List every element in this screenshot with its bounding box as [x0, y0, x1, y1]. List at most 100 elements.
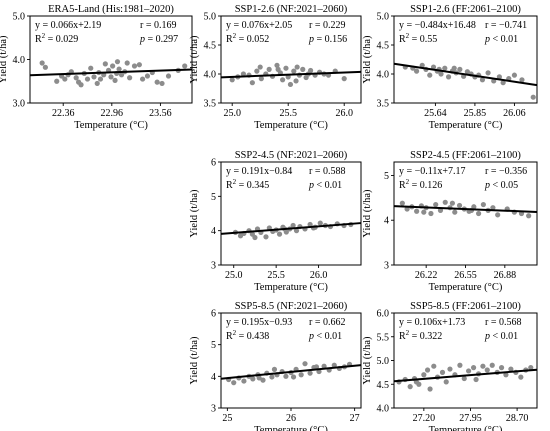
y-tick-label: 4.0: [377, 70, 390, 81]
r-squared: R2 = 0.029: [35, 32, 78, 45]
data-point: [407, 384, 413, 390]
data-point: [438, 71, 444, 77]
y-tick-label: 4.0: [377, 404, 390, 415]
data-point: [503, 372, 509, 378]
chart-title: ERA5-Land (His:1981–2020): [48, 4, 174, 15]
y-tick-label: 4.5: [377, 380, 390, 391]
data-point: [317, 220, 323, 226]
correlation-r: r = 0.568: [485, 317, 521, 328]
regression-equation: y = 0.066x+2.19: [35, 20, 101, 31]
plot-frame: [220, 161, 362, 266]
data-point: [256, 375, 262, 381]
chart-panel-2: SSP1-2.6 (NF:2021–2060) 25.0 25.5 26.0 3.5 4.…: [189, 4, 362, 131]
x-axis-label: Temperature (°C): [254, 425, 328, 431]
data-point: [54, 78, 60, 84]
data-point: [144, 73, 151, 79]
data-point: [257, 64, 263, 70]
p-value: p < 0.01: [484, 331, 518, 342]
x-axis-label: Temperature (°C): [429, 282, 503, 293]
x-tick-label: 25.64: [424, 108, 447, 119]
y-axis-label: Yield (t/ha): [189, 189, 200, 238]
data-point: [442, 199, 448, 205]
data-point: [442, 65, 448, 71]
data-point: [271, 366, 278, 372]
data-point: [302, 361, 308, 367]
correlation-r: r = −0.741: [485, 20, 527, 31]
y-tick-label: 5: [211, 192, 216, 203]
y-tick-label: 5: [211, 340, 216, 351]
y-tick-label: 3.0: [13, 99, 26, 110]
y-tick-label: 4.5: [204, 41, 217, 52]
data-point: [280, 77, 286, 83]
chart-panel-7: SSP5-8.5 (FF:2061–2100) 27.20 27.95 28.70 4.…: [362, 301, 538, 431]
data-point: [498, 365, 505, 371]
p-value: p < 0.05: [484, 180, 518, 191]
regression-line: [220, 222, 362, 235]
data-point: [94, 80, 100, 87]
chart-title: SSP1-2.6 (FF:2061–2100): [410, 4, 521, 15]
chart-title: SSP5-8.5 (NF:2021–2060): [235, 301, 348, 312]
x-tick-label: 27: [350, 413, 360, 424]
data-point: [254, 68, 260, 74]
correlation-r: r = −0.356: [485, 166, 527, 177]
data-point: [399, 200, 405, 206]
data-point: [414, 208, 420, 214]
data-point: [445, 74, 452, 80]
data-point: [457, 66, 463, 72]
data-point: [451, 65, 457, 71]
p-value: p < 0.01: [484, 34, 518, 45]
x-axis-label: Temperature (°C): [74, 120, 148, 131]
data-point: [287, 81, 294, 88]
regression-equation: y = −0.11x+7.17: [399, 166, 466, 177]
data-point: [84, 76, 91, 82]
data-point: [112, 77, 118, 83]
data-point: [266, 66, 272, 72]
data-point: [283, 373, 289, 379]
x-tick-label: 26.88: [494, 270, 517, 281]
data-point: [495, 212, 501, 218]
data-point: [136, 62, 142, 68]
data-point: [470, 365, 477, 371]
data-point: [124, 60, 130, 66]
data-point: [231, 380, 237, 386]
y-tick-label: 4: [384, 216, 389, 227]
correlation-r: r = 0.169: [140, 20, 176, 31]
data-point: [108, 74, 114, 80]
data-point: [293, 78, 299, 84]
data-point: [240, 71, 246, 77]
chart-title: SSP1-2.6 (NF:2021–2060): [235, 4, 348, 15]
data-point: [508, 366, 514, 372]
data-point: [480, 201, 486, 208]
data-point: [464, 69, 470, 75]
x-tick-label: 26: [286, 413, 296, 424]
x-tick-label: 23.56: [149, 108, 172, 119]
data-point: [480, 363, 486, 369]
data-point: [452, 209, 458, 215]
y-axis-label: Yield (t/ha): [189, 35, 200, 84]
data-point: [456, 202, 463, 209]
data-point: [404, 206, 410, 212]
r-squared: R2 = 0.322: [399, 329, 442, 342]
data-point: [518, 374, 524, 380]
data-point: [241, 378, 247, 384]
data-point: [485, 70, 491, 76]
y-tick-label: 5.5: [377, 332, 390, 343]
x-tick-label: 22.96: [101, 108, 124, 119]
data-point: [116, 66, 122, 72]
regression-equation: y = 0.191x−0.84: [226, 166, 292, 177]
data-point: [439, 369, 446, 375]
data-point: [447, 366, 453, 372]
y-tick-label: 3.5: [377, 99, 390, 110]
data-point: [91, 74, 97, 80]
x-tick-label: 22.36: [52, 108, 75, 119]
y-tick-label: 3.5: [204, 99, 217, 110]
p-value: p < 0.01: [308, 331, 342, 342]
y-tick-label: 4.5: [377, 41, 390, 52]
r-squared: R2 = 0.438: [226, 329, 269, 342]
data-point: [526, 213, 532, 219]
y-tick-label: 6: [211, 158, 216, 169]
y-axis-label: Yield (t/ha): [0, 35, 9, 84]
data-point: [258, 76, 264, 82]
data-point: [274, 62, 280, 68]
data-point: [131, 63, 138, 69]
